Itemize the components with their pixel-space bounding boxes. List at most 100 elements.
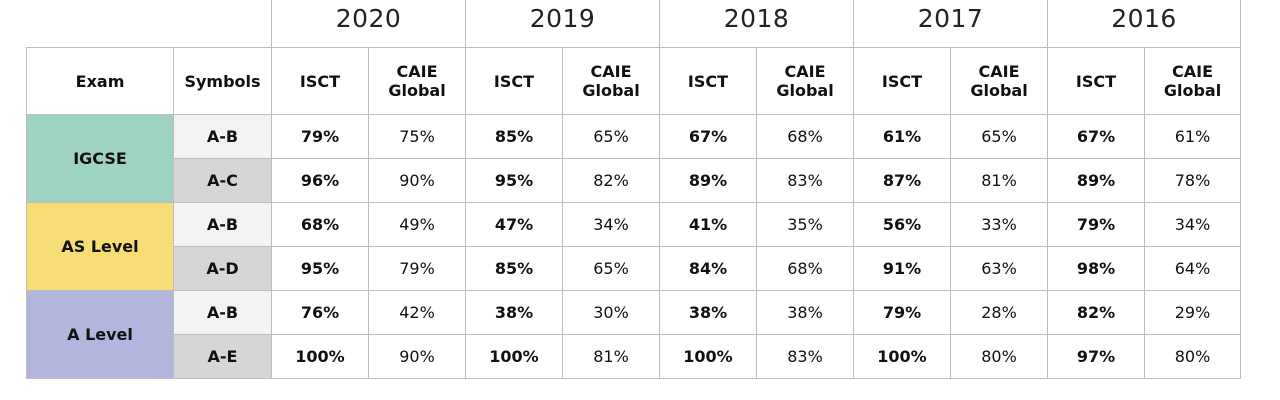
caie-global-value-cell: 34% (1144, 202, 1241, 247)
isct-value-cell: 96% (271, 158, 369, 203)
caie-global-column-header: CAIE Global (756, 47, 854, 115)
global-label: Global (1163, 81, 1222, 100)
table-row: A-C 96% 90% 95% 82% 89% 83% 87% 81% 89% 78% (27, 158, 1241, 203)
caie-global-value-cell: 28% (950, 290, 1048, 335)
caie-global-column-header: CAIE Global (1144, 47, 1241, 115)
caie-global-value-cell: 83% (756, 334, 854, 379)
symbol-cell: A-C (173, 158, 272, 203)
isct-value-cell: 100% (465, 334, 563, 379)
isct-value-cell: 100% (853, 334, 951, 379)
caie-global-value-cell: 81% (562, 334, 660, 379)
caie-label: CAIE (978, 62, 1020, 81)
exam-column-header: Exam (26, 47, 174, 115)
isct-value-cell: 79% (853, 290, 951, 335)
caie-global-value-cell: 78% (1144, 158, 1241, 203)
caie-label: CAIE (590, 62, 632, 81)
caie-global-value-cell: 30% (562, 290, 660, 335)
table-row: A Level A-B 76% 42% 38% 30% 38% 38% 79% 28% 82% 29% (26, 290, 1241, 379)
caie-global-value-cell: 35% (756, 202, 854, 247)
caie-global-value-cell: 80% (1144, 334, 1241, 379)
caie-global-column-header: CAIE Global (950, 47, 1048, 115)
table-row: A-E 100% 90% 100% 81% 100% 83% 100% 80% 97% 80% (27, 334, 1241, 379)
caie-label: CAIE (396, 62, 438, 81)
caie-global-value-cell: 81% (950, 158, 1048, 203)
isct-value-cell: 100% (659, 334, 757, 379)
caie-global-value-cell: 79% (368, 246, 466, 291)
table-row: A-D 95% 79% 85% 65% 84% 68% 91% 63% 98% 64% (27, 246, 1241, 291)
isct-value-cell: 95% (271, 246, 369, 291)
isct-value-cell: 67% (1047, 114, 1145, 159)
exam-name-cell: AS Level (26, 202, 174, 291)
isct-value-cell: 87% (853, 158, 951, 203)
symbol-cell: A-B (173, 114, 272, 159)
isct-column-header: ISCT (853, 47, 951, 115)
caie-global-value-cell: 68% (756, 246, 854, 291)
caie-global-value-cell: 68% (756, 114, 854, 159)
caie-global-value-cell: 42% (368, 290, 466, 335)
isct-value-cell: 76% (271, 290, 369, 335)
isct-value-cell: 79% (271, 114, 369, 159)
isct-value-cell: 79% (1047, 202, 1145, 247)
results-body: IGCSE A-B 79% 75% 85% 65% 67% 68% 61% 65% 67% 61% A-… (26, 114, 1241, 379)
symbol-cell: A-E (173, 334, 272, 379)
column-header-row: Exam Symbols ISCT CAIE Global ISCT CAIE Globa… (26, 47, 1241, 115)
isct-value-cell: 85% (465, 114, 563, 159)
year-2020-header: 2020 (271, 0, 466, 48)
isct-value-cell: 82% (1047, 290, 1145, 335)
caie-global-value-cell: 34% (562, 202, 660, 247)
caie-global-value-cell: 33% (950, 202, 1048, 247)
isct-value-cell: 89% (659, 158, 757, 203)
table-row: IGCSE A-B 79% 75% 85% 65% 67% 68% 61% 65% 67% 61% (26, 114, 1241, 203)
caie-global-value-cell: 29% (1144, 290, 1241, 335)
isct-column-header: ISCT (1047, 47, 1145, 115)
year-2017-header: 2017 (853, 0, 1048, 48)
caie-global-value-cell: 90% (368, 334, 466, 379)
isct-value-cell: 91% (853, 246, 951, 291)
caie-global-value-cell: 65% (562, 246, 660, 291)
isct-column-header: ISCT (659, 47, 757, 115)
caie-global-value-cell: 61% (1144, 114, 1241, 159)
isct-value-cell: 56% (853, 202, 951, 247)
isct-value-cell: 84% (659, 246, 757, 291)
isct-value-cell: 89% (1047, 158, 1145, 203)
results-table: 2020 2019 2018 2017 2016 Exam Symbols IS… (26, 0, 1241, 379)
caie-global-value-cell: 63% (950, 246, 1048, 291)
symbols-column-header: Symbols (173, 47, 272, 115)
isct-value-cell: 41% (659, 202, 757, 247)
year-2018-header: 2018 (659, 0, 854, 48)
isct-value-cell: 38% (659, 290, 757, 335)
caie-global-value-cell: 49% (368, 202, 466, 247)
isct-column-header: ISCT (271, 47, 369, 115)
isct-column-header: ISCT (465, 47, 563, 115)
isct-value-cell: 68% (271, 202, 369, 247)
year-2016-header: 2016 (1047, 0, 1241, 48)
symbol-cell: A-D (173, 246, 272, 291)
caie-global-column-header: CAIE Global (562, 47, 660, 115)
symbol-cell: A-B (173, 202, 272, 247)
year-2019-header: 2019 (465, 0, 660, 48)
caie-global-value-cell: 83% (756, 158, 854, 203)
caie-global-column-header: CAIE Global (368, 47, 466, 115)
isct-value-cell: 95% (465, 158, 563, 203)
caie-global-value-cell: 65% (950, 114, 1048, 159)
caie-label: CAIE (784, 62, 826, 81)
caie-global-value-cell: 82% (562, 158, 660, 203)
isct-value-cell: 98% (1047, 246, 1145, 291)
exam-name-cell: A Level (26, 290, 174, 379)
isct-value-cell: 85% (465, 246, 563, 291)
caie-global-value-cell: 90% (368, 158, 466, 203)
caie-global-value-cell: 65% (562, 114, 660, 159)
year-header-spacer (27, 0, 272, 48)
isct-value-cell: 67% (659, 114, 757, 159)
table-row: AS Level A-B 68% 49% 47% 34% 41% 35% 56% 33% 79% 34… (26, 202, 1241, 291)
caie-label: CAIE (1171, 62, 1213, 81)
isct-value-cell: 38% (465, 290, 563, 335)
caie-global-value-cell: 75% (368, 114, 466, 159)
global-label: Global (776, 81, 834, 100)
year-header-row: 2020 2019 2018 2017 2016 (27, 0, 1241, 48)
global-label: Global (582, 81, 640, 100)
isct-value-cell: 47% (465, 202, 563, 247)
global-label: Global (388, 81, 446, 100)
isct-value-cell: 97% (1047, 334, 1145, 379)
global-label: Global (970, 81, 1028, 100)
